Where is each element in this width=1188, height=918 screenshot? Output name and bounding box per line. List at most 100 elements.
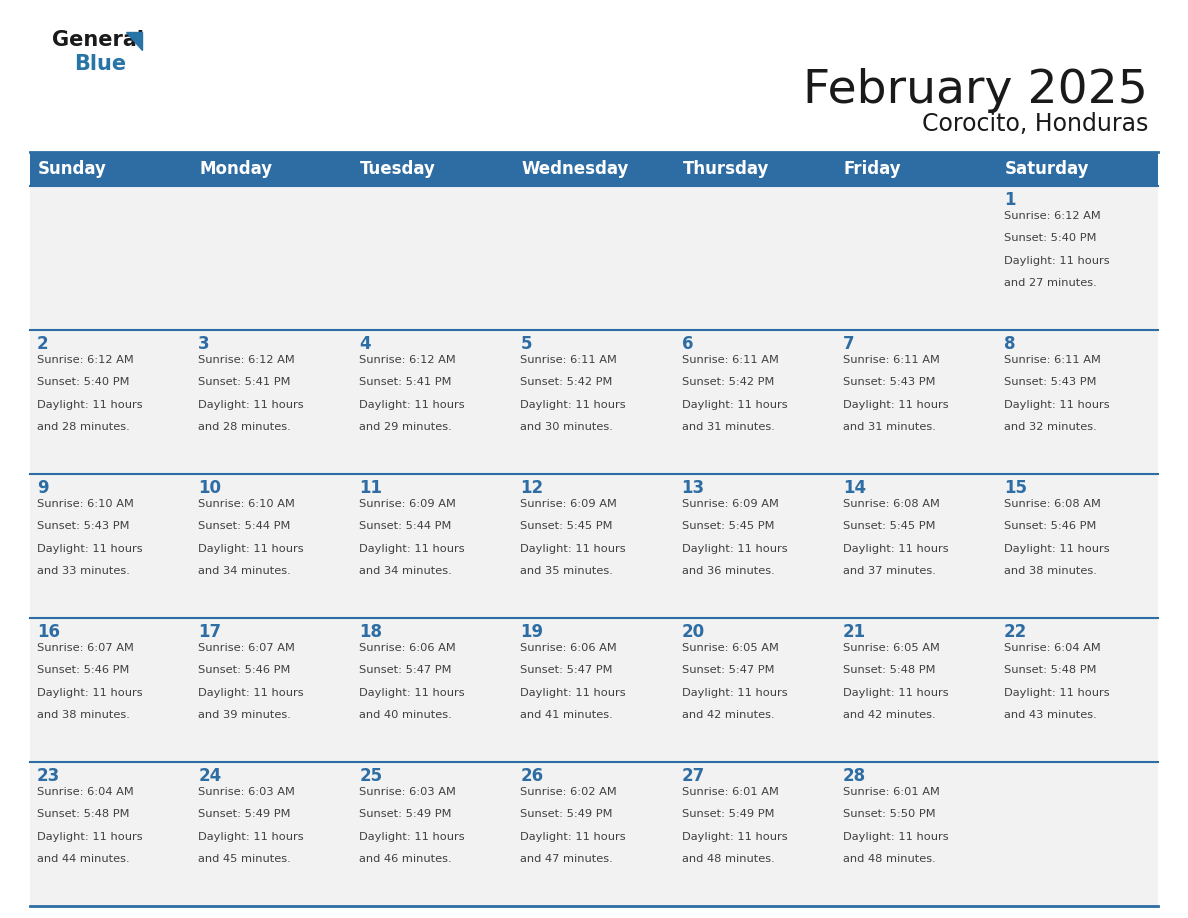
Text: Sunrise: 6:12 AM: Sunrise: 6:12 AM	[1004, 211, 1100, 221]
Text: Sunrise: 6:11 AM: Sunrise: 6:11 AM	[842, 355, 940, 365]
Text: Sunset: 5:40 PM: Sunset: 5:40 PM	[1004, 233, 1097, 243]
Text: Daylight: 11 hours: Daylight: 11 hours	[1004, 543, 1110, 554]
Text: Sunrise: 6:09 AM: Sunrise: 6:09 AM	[682, 499, 778, 509]
Text: Daylight: 11 hours: Daylight: 11 hours	[37, 399, 143, 409]
Text: Sunrise: 6:12 AM: Sunrise: 6:12 AM	[359, 355, 456, 365]
Text: Friday: Friday	[843, 160, 902, 178]
Text: Daylight: 11 hours: Daylight: 11 hours	[359, 832, 465, 842]
Text: Sunset: 5:42 PM: Sunset: 5:42 PM	[682, 377, 773, 387]
Text: Sunrise: 6:12 AM: Sunrise: 6:12 AM	[37, 355, 134, 365]
Text: Daylight: 11 hours: Daylight: 11 hours	[520, 543, 626, 554]
Text: and 39 minutes.: and 39 minutes.	[198, 710, 291, 720]
Text: Daylight: 11 hours: Daylight: 11 hours	[842, 832, 948, 842]
Bar	[30, 152, 1158, 186]
Text: Daylight: 11 hours: Daylight: 11 hours	[842, 399, 948, 409]
Text: Tuesday: Tuesday	[360, 160, 436, 178]
Text: 20: 20	[682, 623, 704, 641]
Text: and 41 minutes.: and 41 minutes.	[520, 710, 613, 720]
Text: Daylight: 11 hours: Daylight: 11 hours	[1004, 255, 1110, 265]
Text: 7: 7	[842, 335, 854, 353]
Bar	[30, 330, 1158, 474]
Text: and 40 minutes.: and 40 minutes.	[359, 710, 453, 720]
Text: 25: 25	[359, 767, 383, 785]
Text: Corocito, Honduras: Corocito, Honduras	[922, 112, 1148, 136]
Text: 3: 3	[198, 335, 210, 353]
Text: and 29 minutes.: and 29 minutes.	[359, 422, 453, 432]
Text: Sunset: 5:44 PM: Sunset: 5:44 PM	[198, 521, 291, 532]
Text: Daylight: 11 hours: Daylight: 11 hours	[520, 688, 626, 698]
Bar	[30, 762, 1158, 906]
Text: Sunset: 5:49 PM: Sunset: 5:49 PM	[520, 810, 613, 820]
Text: 13: 13	[682, 479, 704, 497]
Text: Monday: Monday	[200, 160, 272, 178]
Text: Daylight: 11 hours: Daylight: 11 hours	[682, 688, 788, 698]
Text: 22: 22	[1004, 623, 1028, 641]
Text: and 34 minutes.: and 34 minutes.	[198, 566, 291, 576]
Text: 27: 27	[682, 767, 704, 785]
Text: Sunset: 5:48 PM: Sunset: 5:48 PM	[1004, 666, 1097, 676]
Text: 8: 8	[1004, 335, 1016, 353]
Text: 21: 21	[842, 623, 866, 641]
Text: and 33 minutes.: and 33 minutes.	[37, 566, 129, 576]
Text: Sunset: 5:49 PM: Sunset: 5:49 PM	[359, 810, 451, 820]
Text: Sunset: 5:42 PM: Sunset: 5:42 PM	[520, 377, 613, 387]
Text: Sunrise: 6:05 AM: Sunrise: 6:05 AM	[842, 643, 940, 653]
Text: Sunset: 5:46 PM: Sunset: 5:46 PM	[37, 666, 129, 676]
Text: 12: 12	[520, 479, 544, 497]
Text: 2: 2	[37, 335, 49, 353]
Text: 15: 15	[1004, 479, 1026, 497]
Text: Daylight: 11 hours: Daylight: 11 hours	[682, 832, 788, 842]
Text: Sunset: 5:45 PM: Sunset: 5:45 PM	[842, 521, 935, 532]
Text: Saturday: Saturday	[1005, 160, 1089, 178]
Text: and 31 minutes.: and 31 minutes.	[682, 422, 775, 432]
Text: Sunrise: 6:11 AM: Sunrise: 6:11 AM	[682, 355, 778, 365]
Text: Sunrise: 6:12 AM: Sunrise: 6:12 AM	[198, 355, 295, 365]
Text: 4: 4	[359, 335, 371, 353]
Text: Sunrise: 6:07 AM: Sunrise: 6:07 AM	[198, 643, 295, 653]
Text: General: General	[52, 30, 144, 50]
Text: and 48 minutes.: and 48 minutes.	[682, 854, 775, 864]
Text: Sunset: 5:43 PM: Sunset: 5:43 PM	[37, 521, 129, 532]
Text: Daylight: 11 hours: Daylight: 11 hours	[359, 543, 465, 554]
Text: and 44 minutes.: and 44 minutes.	[37, 854, 129, 864]
Text: Sunset: 5:47 PM: Sunset: 5:47 PM	[359, 666, 451, 676]
Text: Daylight: 11 hours: Daylight: 11 hours	[682, 399, 788, 409]
Text: and 47 minutes.: and 47 minutes.	[520, 854, 613, 864]
Text: and 36 minutes.: and 36 minutes.	[682, 566, 775, 576]
Text: Sunset: 5:47 PM: Sunset: 5:47 PM	[520, 666, 613, 676]
Text: 19: 19	[520, 623, 544, 641]
Text: Sunrise: 6:09 AM: Sunrise: 6:09 AM	[520, 499, 618, 509]
Text: Sunset: 5:41 PM: Sunset: 5:41 PM	[359, 377, 451, 387]
Text: 28: 28	[842, 767, 866, 785]
Text: Sunrise: 6:06 AM: Sunrise: 6:06 AM	[359, 643, 456, 653]
Text: and 28 minutes.: and 28 minutes.	[198, 422, 291, 432]
Text: Sunset: 5:45 PM: Sunset: 5:45 PM	[520, 521, 613, 532]
Text: Sunset: 5:48 PM: Sunset: 5:48 PM	[842, 666, 935, 676]
Text: Sunrise: 6:07 AM: Sunrise: 6:07 AM	[37, 643, 134, 653]
Text: Daylight: 11 hours: Daylight: 11 hours	[359, 688, 465, 698]
Text: and 32 minutes.: and 32 minutes.	[1004, 422, 1097, 432]
Text: and 46 minutes.: and 46 minutes.	[359, 854, 451, 864]
Text: and 37 minutes.: and 37 minutes.	[842, 566, 936, 576]
Text: Daylight: 11 hours: Daylight: 11 hours	[198, 688, 304, 698]
Text: Sunrise: 6:04 AM: Sunrise: 6:04 AM	[1004, 643, 1100, 653]
Text: 24: 24	[198, 767, 221, 785]
Text: and 30 minutes.: and 30 minutes.	[520, 422, 613, 432]
Text: Sunset: 5:50 PM: Sunset: 5:50 PM	[842, 810, 935, 820]
Text: Daylight: 11 hours: Daylight: 11 hours	[198, 543, 304, 554]
Text: Sunset: 5:43 PM: Sunset: 5:43 PM	[842, 377, 935, 387]
Text: Daylight: 11 hours: Daylight: 11 hours	[37, 543, 143, 554]
Text: and 42 minutes.: and 42 minutes.	[842, 710, 935, 720]
Polygon shape	[126, 32, 143, 50]
Text: and 31 minutes.: and 31 minutes.	[842, 422, 936, 432]
Text: Sunday: Sunday	[38, 160, 107, 178]
Text: and 42 minutes.: and 42 minutes.	[682, 710, 775, 720]
Text: Sunset: 5:46 PM: Sunset: 5:46 PM	[198, 666, 291, 676]
Text: Sunrise: 6:10 AM: Sunrise: 6:10 AM	[198, 499, 295, 509]
Text: 10: 10	[198, 479, 221, 497]
Bar	[30, 186, 1158, 330]
Text: and 28 minutes.: and 28 minutes.	[37, 422, 129, 432]
Text: Sunset: 5:49 PM: Sunset: 5:49 PM	[198, 810, 291, 820]
Text: Sunset: 5:48 PM: Sunset: 5:48 PM	[37, 810, 129, 820]
Text: Sunset: 5:46 PM: Sunset: 5:46 PM	[1004, 521, 1097, 532]
